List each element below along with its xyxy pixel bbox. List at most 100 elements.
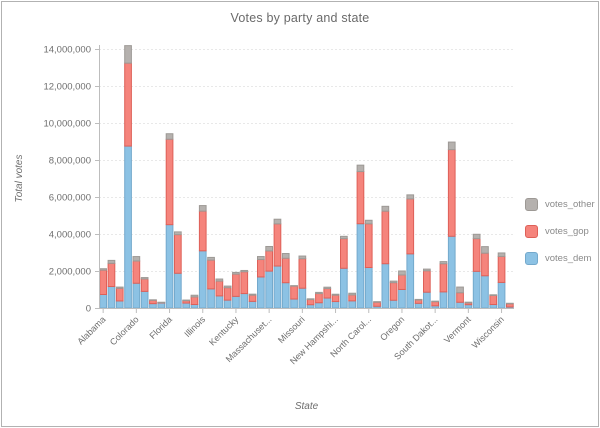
bar-segment-votes_dem-florida[interactable] xyxy=(165,224,174,309)
bar-segment-votes_dem-arkansas[interactable] xyxy=(115,300,124,309)
bar-segment-votes_other-north-dakota[interactable] xyxy=(373,301,381,303)
bar-segment-votes_dem-illinois[interactable] xyxy=(198,250,207,309)
bar-segment-votes_dem-idaho[interactable] xyxy=(190,303,199,309)
bar-segment-votes_dem-pennsylvania[interactable] xyxy=(406,253,415,309)
bar-segment-votes_gop-north-carolina[interactable] xyxy=(364,223,373,268)
bar-segment-votes_other-connecticut[interactable] xyxy=(140,277,149,280)
bar-segment-votes_dem-wisconsin[interactable] xyxy=(497,281,506,309)
bar-segment-votes_gop-pennsylvania[interactable] xyxy=(406,198,415,255)
bar-segment-votes_dem-maryland[interactable] xyxy=(257,276,265,309)
bar-segment-votes_gop-rhode-island[interactable] xyxy=(414,299,423,304)
bar-segment-votes_other-utah[interactable] xyxy=(456,286,464,294)
bar-segment-votes_gop-maryland[interactable] xyxy=(257,259,265,278)
bar-segment-votes_other-delaware[interactable] xyxy=(149,299,157,301)
bar-segment-votes_dem-virginia[interactable] xyxy=(472,270,481,309)
bar-segment-votes_other-iowa[interactable] xyxy=(215,278,224,282)
bar-segment-votes_dem-new-hampshire[interactable] xyxy=(331,301,340,309)
bar-segment-votes_other-louisiana[interactable] xyxy=(240,269,249,273)
bar-segment-votes_gop-massachusetts[interactable] xyxy=(265,250,273,272)
bar-segment-votes_other-wyoming[interactable] xyxy=(506,302,514,305)
bar-segment-votes_other-south-carolina[interactable] xyxy=(423,268,431,272)
bar-segment-votes_gop-new-mexico[interactable] xyxy=(348,294,356,302)
bar-segment-votes_other-oklahoma[interactable] xyxy=(389,280,398,284)
bar-segment-votes_other-kansas[interactable] xyxy=(223,285,232,289)
bar-segment-votes_gop-alabama[interactable] xyxy=(99,269,108,296)
bar-segment-votes_other-michigan[interactable] xyxy=(273,218,282,225)
bar-segment-votes_dem-alabama[interactable] xyxy=(99,294,108,309)
bar-segment-votes_gop-maine[interactable] xyxy=(248,294,257,302)
bar-segment-votes_other-arizona[interactable] xyxy=(107,259,116,264)
bar-segment-votes_other-new-hampshire[interactable] xyxy=(331,293,340,296)
bar-segment-votes_gop-new-york[interactable] xyxy=(356,171,365,225)
bar-segment-votes_gop-oklahoma[interactable] xyxy=(389,282,398,301)
bar-segment-votes_other-south-dakota[interactable] xyxy=(431,300,439,303)
bar-segment-votes_dem-texas[interactable] xyxy=(447,235,456,309)
bar-segment-votes_other-ohio[interactable] xyxy=(381,205,390,212)
bar-segment-votes_dem-minnesota[interactable] xyxy=(281,282,290,309)
bar-segment-votes_gop-washington[interactable] xyxy=(481,252,489,277)
bar-segment-votes_gop-kansas[interactable] xyxy=(223,287,232,301)
bar-segment-votes_dem-georgia[interactable] xyxy=(174,272,182,309)
bar-segment-votes_other-maine[interactable] xyxy=(248,293,257,296)
bar-segment-votes_gop-texas[interactable] xyxy=(447,149,456,237)
bar-segment-votes_gop-florida[interactable] xyxy=(165,138,174,226)
bar-segment-votes_dem-kansas[interactable] xyxy=(223,299,232,309)
bar-segment-votes_dem-district-of-columbia[interactable] xyxy=(157,302,166,309)
bar-segment-votes_dem-tennessee[interactable] xyxy=(439,291,448,309)
bar-segment-votes_gop-virginia[interactable] xyxy=(472,238,481,272)
bar-segment-votes_other-montana[interactable] xyxy=(306,298,315,301)
bar-segment-votes_gop-georgia[interactable] xyxy=(174,234,182,274)
bar-segment-votes_gop-colorado[interactable] xyxy=(132,260,141,284)
legend-item-votes-other[interactable]: votes_other xyxy=(525,198,595,211)
bar-segment-votes_other-vermont[interactable] xyxy=(464,301,473,304)
bar-segment-votes_other-illinois[interactable] xyxy=(198,205,207,212)
bar-segment-votes_dem-utah[interactable] xyxy=(456,301,464,309)
bar-segment-votes_gop-oregon[interactable] xyxy=(398,274,406,290)
bar-segment-votes_other-rhode-island[interactable] xyxy=(414,298,423,301)
bar-segment-votes_other-missouri[interactable] xyxy=(298,255,307,260)
bar-segment-votes_gop-mississippi[interactable] xyxy=(290,285,298,300)
bar-segment-votes_dem-rhode-island[interactable] xyxy=(414,302,423,309)
bar-segment-votes_gop-ohio[interactable] xyxy=(381,210,390,265)
bar-segment-votes_gop-missouri[interactable] xyxy=(298,258,307,289)
bar-segment-votes_other-district-of-columbia[interactable] xyxy=(157,301,166,304)
bar-segment-votes_gop-tennessee[interactable] xyxy=(439,263,448,293)
bar-segment-votes_gop-illinois[interactable] xyxy=(198,210,207,252)
bar-segment-votes_other-nebraska[interactable] xyxy=(315,291,323,295)
bar-segment-votes_dem-michigan[interactable] xyxy=(273,265,282,309)
bar-segment-votes_other-hawaii[interactable] xyxy=(182,299,191,302)
bar-segment-votes_other-new-york[interactable] xyxy=(356,164,365,173)
bar-segment-votes_other-nevada[interactable] xyxy=(323,286,332,290)
bar-segment-votes_other-west-virginia[interactable] xyxy=(489,294,498,296)
bar-segment-votes_gop-new-hampshire[interactable] xyxy=(331,294,340,303)
bar-segment-votes_dem-west-virginia[interactable] xyxy=(489,304,498,309)
bar-segment-votes_dem-new-mexico[interactable] xyxy=(348,300,356,309)
bar-segment-votes_other-kentucky[interactable] xyxy=(232,271,240,275)
bar-segment-votes_dem-oklahoma[interactable] xyxy=(389,299,398,309)
bar-segment-votes_dem-hawaii[interactable] xyxy=(182,302,191,309)
bar-segment-votes_gop-idaho[interactable] xyxy=(190,296,199,305)
bar-segment-votes_gop-arkansas[interactable] xyxy=(115,287,124,302)
bar-segment-votes_other-north-carolina[interactable] xyxy=(364,219,373,225)
bar-segment-votes_other-arkansas[interactable] xyxy=(115,286,124,289)
bar-segment-votes_gop-north-dakota[interactable] xyxy=(373,301,381,307)
bar-segment-votes_other-california[interactable] xyxy=(124,45,132,64)
bar-segment-votes_gop-south-carolina[interactable] xyxy=(423,270,431,293)
bar-segment-votes_other-oregon[interactable] xyxy=(398,270,406,276)
bar-segment-votes_gop-minnesota[interactable] xyxy=(281,257,290,284)
bar-segment-votes_gop-new-jersey[interactable] xyxy=(340,238,348,269)
bar-segment-votes_other-indiana[interactable] xyxy=(207,256,215,261)
bar-segment-votes_dem-mississippi[interactable] xyxy=(290,298,298,309)
bar-segment-votes_gop-indiana[interactable] xyxy=(207,259,215,290)
bar-segment-votes_other-georgia[interactable] xyxy=(174,231,182,236)
bar-segment-votes_gop-louisiana[interactable] xyxy=(240,271,249,295)
bar-segment-votes_dem-north-carolina[interactable] xyxy=(364,266,373,309)
bar-segment-votes_gop-montana[interactable] xyxy=(306,299,315,306)
bar-segment-votes_dem-iowa[interactable] xyxy=(215,295,224,309)
bar-segment-votes_gop-connecticut[interactable] xyxy=(140,278,149,292)
bar-segment-votes_other-mississippi[interactable] xyxy=(290,285,298,287)
bar-segment-votes_dem-arizona[interactable] xyxy=(107,286,116,309)
bar-segment-votes_dem-oregon[interactable] xyxy=(398,288,406,309)
bar-segment-votes_gop-iowa[interactable] xyxy=(215,280,224,297)
bar-segment-votes_dem-delaware[interactable] xyxy=(149,303,157,309)
